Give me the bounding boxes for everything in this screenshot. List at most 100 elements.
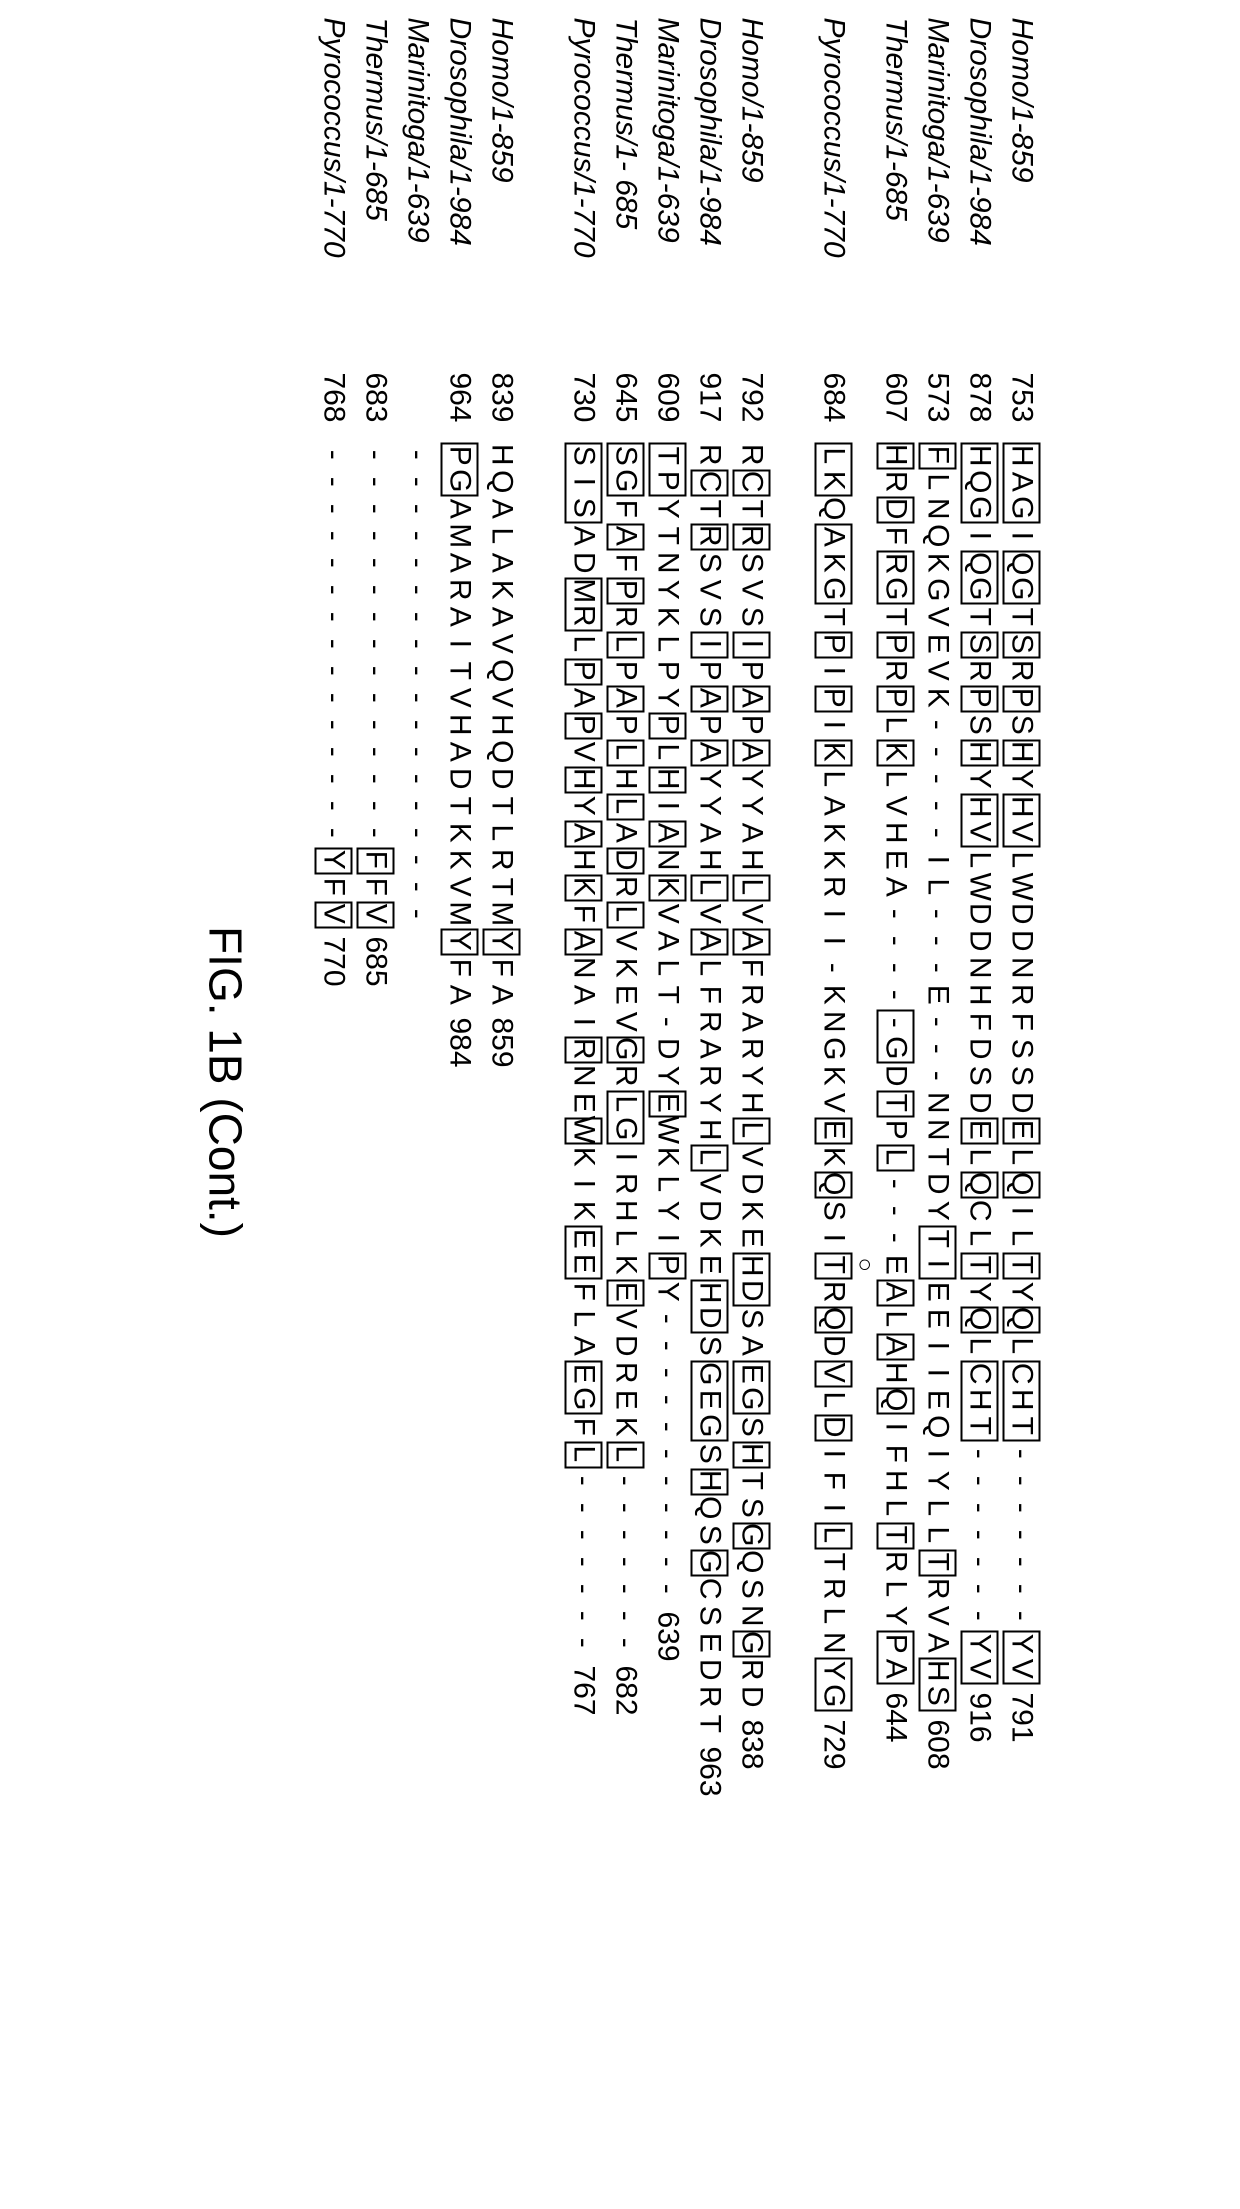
residue: E: [919, 1307, 957, 1334]
residue: Y: [649, 1280, 687, 1307]
residue: P: [877, 632, 915, 659]
residue: R: [1003, 659, 1041, 686]
end-position: 685: [359, 937, 393, 987]
residue: L: [607, 632, 645, 659]
residue: M: [483, 902, 521, 929]
residue: A: [607, 821, 645, 848]
residue: F: [565, 1280, 603, 1307]
residue: P: [733, 713, 771, 740]
residue: H: [733, 1253, 771, 1280]
residue: L: [565, 1307, 603, 1334]
residue: -: [315, 659, 353, 686]
end-position: 984: [443, 1018, 477, 1068]
residue: S: [919, 1685, 957, 1712]
residue: H: [877, 443, 915, 470]
residue: A: [733, 821, 771, 848]
residue: H: [961, 1388, 999, 1415]
residue: L: [607, 902, 645, 929]
residue: D: [483, 767, 521, 794]
species-label: Marinitoga/1-639: [921, 18, 955, 348]
residue: A: [565, 821, 603, 848]
residue: D: [733, 1280, 771, 1307]
residue: S: [565, 497, 603, 524]
residue: L: [607, 1226, 645, 1253]
residue: G: [1003, 497, 1041, 524]
residue: T: [649, 443, 687, 470]
residue: H: [961, 740, 999, 767]
residue: K: [815, 740, 853, 767]
residue: A: [919, 1631, 957, 1658]
residue: I: [919, 1334, 957, 1361]
residue: K: [607, 956, 645, 983]
alignment-blocks: Homo/1-859753HAGIQGTSRPSHYHVLWDDNRFSSDEL…: [313, 18, 1043, 2147]
residue: P: [877, 1631, 915, 1658]
residue: H: [877, 1469, 915, 1496]
residue: S: [961, 632, 999, 659]
residue: Y: [961, 1631, 999, 1658]
residue: T: [877, 1523, 915, 1550]
residue: E: [919, 983, 957, 1010]
residue: -: [357, 443, 395, 470]
residue: S: [733, 1577, 771, 1604]
residue: T: [815, 605, 853, 632]
residue: K: [919, 686, 957, 713]
residue: L: [919, 1496, 957, 1523]
residue: D: [649, 1037, 687, 1064]
residue: A: [565, 983, 603, 1010]
residue: R: [1003, 983, 1041, 1010]
residue: -: [399, 578, 437, 605]
residue: S: [733, 551, 771, 578]
residue: T: [815, 1253, 853, 1280]
end-position: 916: [963, 1693, 997, 1743]
residue: C: [1003, 1361, 1041, 1388]
residue: V: [607, 1307, 645, 1334]
residue: -: [877, 956, 915, 983]
column-marker: ○: [855, 443, 875, 1712]
residue: -: [649, 1334, 687, 1361]
start-position: 792: [735, 348, 769, 423]
residue: -: [649, 1469, 687, 1496]
residue: I: [815, 902, 853, 929]
residue: V: [919, 1604, 957, 1631]
residue: P: [815, 632, 853, 659]
residue: -: [607, 1550, 645, 1577]
residue: F: [441, 956, 479, 983]
residue: Y: [733, 767, 771, 794]
sequence: ---------------YFV: [315, 443, 353, 929]
residue: N: [733, 1604, 771, 1631]
residue: L: [733, 1118, 771, 1145]
alignment-row: Homo/1-859753HAGIQGTSRPSHYHVLWDDNRFSSDEL…: [1001, 18, 1043, 2147]
residue: K: [691, 1226, 729, 1253]
residue: N: [961, 956, 999, 983]
start-position: 730: [567, 348, 601, 423]
residue: Y: [691, 1091, 729, 1118]
residue: P: [607, 659, 645, 686]
residue: V: [483, 686, 521, 713]
residue: Q: [1003, 1172, 1041, 1199]
residue: D: [877, 1064, 915, 1091]
residue: S: [1003, 632, 1041, 659]
residue: A: [649, 929, 687, 956]
residue: Q: [961, 1172, 999, 1199]
residue: V: [483, 632, 521, 659]
residue: N: [919, 1091, 957, 1118]
column-marker-row: ○: [855, 18, 875, 2147]
residue: V: [607, 929, 645, 956]
residue: -: [919, 821, 957, 848]
residue: D: [691, 1307, 729, 1334]
start-position: 839: [485, 348, 519, 423]
residue: -: [565, 1523, 603, 1550]
residue: Q: [733, 1550, 771, 1577]
residue: E: [919, 632, 957, 659]
residue: H: [483, 713, 521, 740]
residue: D: [607, 848, 645, 875]
residue: L: [691, 875, 729, 902]
residue: A: [441, 605, 479, 632]
residue: K: [733, 1199, 771, 1226]
residue: -: [399, 605, 437, 632]
residue: W: [565, 1118, 603, 1145]
residue: -: [399, 686, 437, 713]
residue: A: [441, 983, 479, 1010]
sequence: TPYTNYKLPYPLHIANKVALT-DYEWKLYIPY--------…: [649, 443, 687, 1604]
residue: D: [691, 1658, 729, 1685]
